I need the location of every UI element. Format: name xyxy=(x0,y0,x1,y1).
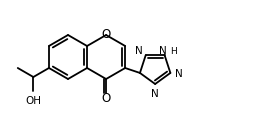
Text: O: O xyxy=(101,91,110,104)
Text: N: N xyxy=(135,46,142,56)
Text: N: N xyxy=(151,89,158,99)
Text: OH: OH xyxy=(25,96,41,106)
Text: O: O xyxy=(101,28,110,41)
Text: N: N xyxy=(174,69,182,79)
Text: H: H xyxy=(170,47,177,55)
Text: N: N xyxy=(158,46,166,56)
